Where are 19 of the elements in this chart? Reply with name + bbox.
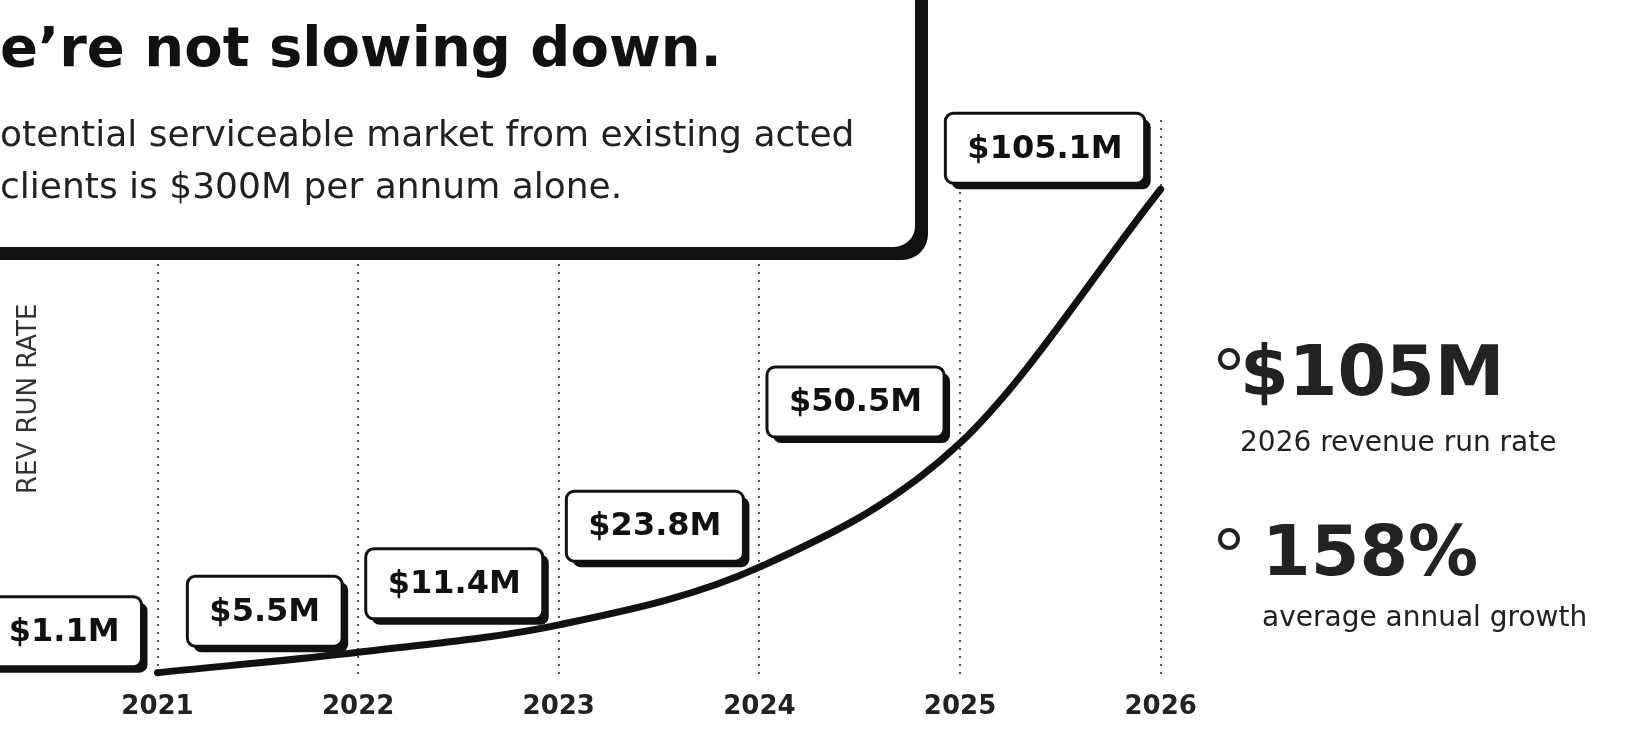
data-label: $105.1M xyxy=(967,127,1123,166)
x-tick-label: 2022 xyxy=(321,690,395,721)
data-label: $1.1M xyxy=(8,611,120,649)
data-label: $5.5M xyxy=(209,590,321,629)
data-label: $11.4M xyxy=(387,563,521,602)
data-label: $50.5M xyxy=(788,381,923,420)
x-tick-label: 2021 xyxy=(121,690,194,721)
annotation: 2026 revenue run rate xyxy=(1240,425,1557,458)
text: 158% xyxy=(1262,510,1479,592)
x-tick-label: 2025 xyxy=(923,690,997,721)
annotation: $105M xyxy=(1240,330,1505,412)
x-tick-label: 2023 xyxy=(522,690,595,721)
y-axis-title: REV RUN RATE xyxy=(12,303,43,495)
chart-subtitle: otential serviceable market from existing acted clients is $300M per annum alone. xyxy=(0,112,856,208)
text: average annual growth xyxy=(1262,600,1588,633)
chart-title: e’re not slowing down. xyxy=(0,14,722,79)
x-tick-label: 2024 xyxy=(723,690,796,721)
x-tick-label: 2026 xyxy=(1124,690,1197,721)
data-label: $23.8M xyxy=(588,505,722,544)
